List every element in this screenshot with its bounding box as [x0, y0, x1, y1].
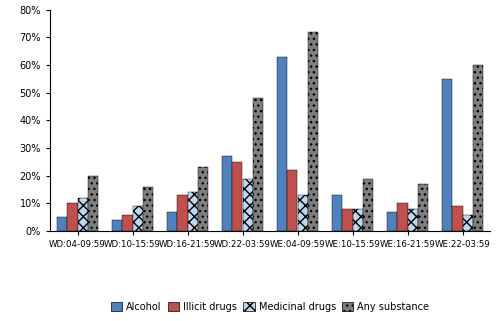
Bar	[56, 217, 67, 231]
Bar	[242, 178, 253, 231]
Bar	[232, 162, 242, 231]
Bar	[442, 79, 452, 231]
Bar	[222, 156, 232, 231]
Bar	[276, 57, 287, 231]
Bar	[198, 168, 208, 231]
Bar	[166, 212, 177, 231]
Bar	[418, 184, 428, 231]
Bar	[386, 212, 397, 231]
Bar	[332, 195, 342, 231]
Bar	[132, 206, 143, 231]
Bar	[352, 209, 363, 231]
Bar	[287, 170, 298, 231]
Bar	[363, 178, 374, 231]
Bar	[342, 209, 352, 231]
Bar	[177, 195, 188, 231]
Bar	[67, 204, 78, 231]
Bar	[308, 32, 318, 231]
Bar	[462, 214, 473, 231]
Bar	[122, 214, 132, 231]
Bar	[78, 198, 88, 231]
Bar	[88, 176, 99, 231]
Bar	[397, 204, 407, 231]
Bar	[298, 195, 308, 231]
Bar	[452, 206, 462, 231]
Bar	[188, 192, 198, 231]
Bar	[143, 187, 154, 231]
Bar	[408, 209, 418, 231]
Bar	[112, 220, 122, 231]
Bar	[473, 65, 484, 231]
Bar	[253, 98, 264, 231]
Legend: Alcohol, Illicit drugs, Medicinal drugs, Any substance: Alcohol, Illicit drugs, Medicinal drugs,…	[107, 298, 433, 316]
